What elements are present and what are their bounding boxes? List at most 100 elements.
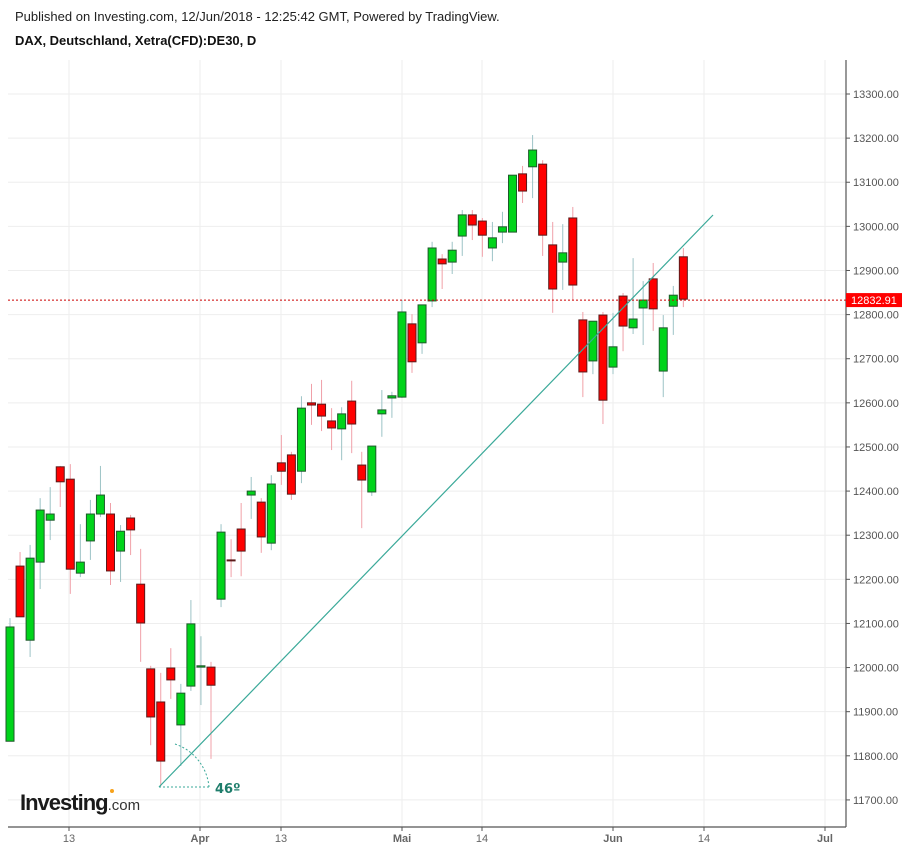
candle: [246, 490, 256, 496]
symbol-title: DAX, Deutschland, Xetra(CFD):DE30, D: [15, 33, 257, 48]
y-tick-label: 13200.00: [853, 133, 899, 145]
candle: [447, 249, 457, 263]
candle: [307, 402, 316, 406]
candle: [528, 149, 538, 168]
x-tick-label: Jul: [817, 833, 833, 845]
candle: [106, 513, 115, 572]
candle: [467, 214, 477, 226]
candle: [286, 454, 296, 495]
candle: [156, 701, 166, 762]
candle: [186, 623, 196, 687]
candle: [15, 565, 25, 618]
candle: [317, 403, 327, 417]
candle: [477, 220, 487, 236]
y-tick-label: 11700.00: [853, 795, 898, 807]
y-tick-label: 12200.00: [853, 574, 899, 586]
candle: [196, 665, 206, 668]
y-tick-label: 12000.00: [853, 663, 899, 675]
x-tick-label: Jun: [603, 833, 623, 845]
y-tick-label: 12800.00: [853, 310, 899, 322]
candle: [116, 530, 126, 552]
current-price-tag: [846, 293, 902, 308]
y-tick-label: 13000.00: [853, 221, 899, 233]
x-tick-label: 13: [275, 833, 287, 845]
candle: [397, 311, 407, 398]
candle: [558, 252, 568, 263]
logo-suffix: .com: [107, 797, 141, 814]
candle: [638, 299, 648, 309]
candle: [417, 304, 427, 344]
candle: [427, 247, 437, 302]
candle: [216, 531, 226, 600]
candle: [136, 583, 146, 624]
candle: [457, 214, 467, 237]
candle: [236, 528, 246, 552]
candle: [266, 483, 276, 544]
candle: [357, 464, 367, 481]
candle: [25, 557, 35, 641]
y-tick-label: 11800.00: [853, 751, 898, 763]
candle: [407, 323, 417, 363]
grid-lines: [8, 60, 846, 827]
candle: [387, 395, 397, 399]
candle: [588, 320, 598, 362]
candle: [678, 256, 688, 300]
y-tick-label: 12900.00: [853, 265, 899, 277]
candle: [226, 559, 236, 562]
candle: [487, 237, 497, 249]
candle: [75, 561, 85, 574]
logo-dot-icon: [110, 789, 114, 793]
published-info: Published on Investing.com, 12/Jun/2018 …: [15, 9, 500, 24]
candle: [276, 462, 286, 472]
candle: [95, 494, 105, 515]
x-tick-label: 13: [63, 833, 75, 845]
candle: [146, 668, 156, 718]
candle: [668, 294, 678, 307]
candle: [347, 400, 357, 425]
current-price-label: 12832.91: [851, 295, 897, 307]
y-tick-label: 12500.00: [853, 442, 899, 454]
x-tick-label: Mai: [393, 833, 411, 845]
candle: [166, 667, 176, 681]
candle: [126, 517, 136, 531]
y-tick-label: 12300.00: [853, 530, 899, 542]
candle: [5, 626, 15, 742]
candle: [377, 409, 387, 415]
x-tick-label: Apr: [191, 833, 211, 845]
logo-main: Investing: [20, 790, 109, 815]
candle: [508, 174, 517, 233]
candle: [437, 258, 447, 265]
candle: [538, 163, 548, 236]
candle: [206, 666, 216, 686]
candle: [598, 314, 608, 401]
candle: [497, 226, 507, 233]
candle: [327, 420, 337, 429]
axes: 13300.00 13200.00 13100.00 13000.00 12900.00…: [8, 60, 902, 845]
candle: [568, 217, 578, 286]
candle: [608, 346, 618, 368]
investing-logo: Investing.com: [20, 789, 141, 816]
candle: [658, 327, 668, 372]
candle: [337, 413, 347, 430]
candle: [618, 295, 628, 327]
x-tick-label: 14: [698, 833, 710, 845]
angle-label: 46º: [215, 782, 240, 797]
candle: [628, 318, 638, 329]
candle: [85, 513, 95, 542]
candle: [296, 407, 306, 472]
y-tick-label: 11900.00: [853, 707, 898, 719]
y-tick-label: 12400.00: [853, 486, 899, 498]
candle: [256, 501, 266, 538]
candle: [35, 509, 45, 563]
y-tick-label: 12600.00: [853, 398, 899, 410]
candle: [65, 478, 75, 570]
y-tick-label: 13300.00: [853, 89, 899, 101]
trendline-drawing[interactable]: 46º: [158, 214, 714, 797]
candle: [518, 173, 528, 192]
y-tick-label: 12100.00: [853, 618, 899, 630]
x-tick-label: 14: [476, 833, 488, 845]
candle: [45, 513, 55, 521]
candle: [648, 278, 658, 310]
candles: [5, 135, 688, 787]
